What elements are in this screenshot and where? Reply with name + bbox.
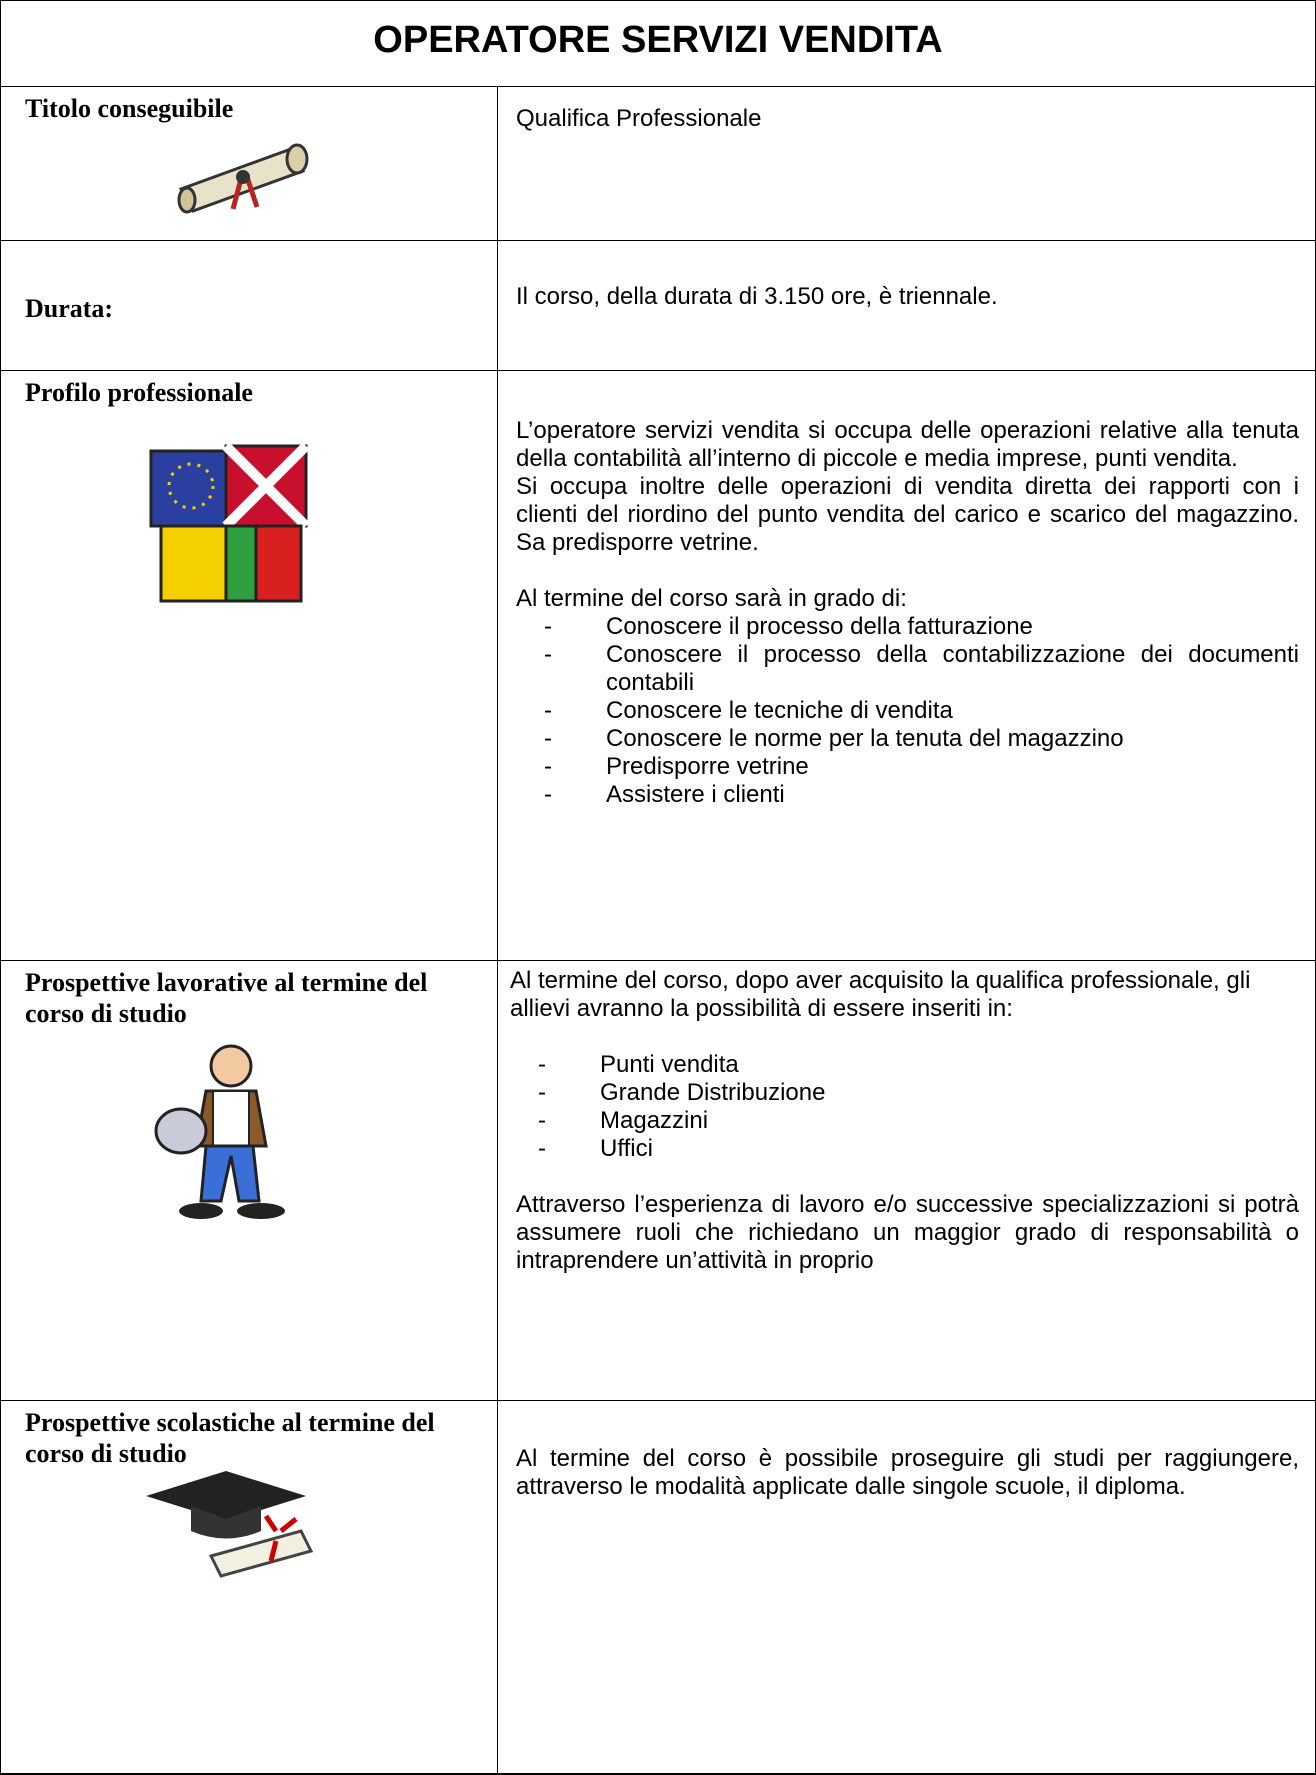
- list-item: Assistere i clienti: [544, 781, 1299, 809]
- row-content-cell: Al termine del corso è possibile prosegu…: [497, 1400, 1316, 1775]
- list-item: Conoscere le norme per la tenuta del mag…: [544, 725, 1299, 753]
- list-item: Magazzini: [538, 1107, 1299, 1135]
- row-label: Titolo conseguibile: [25, 94, 234, 123]
- row-label-cell: Durata:: [0, 240, 497, 370]
- bottom-border: [0, 1773, 1316, 1775]
- paragraph: Si occupa inoltre delle operazioni di ve…: [516, 473, 1299, 556]
- list-item: Conoscere il processo della contabilizza…: [544, 641, 1299, 697]
- row-label-cell: Prospettive scolastiche al termine del c…: [0, 1400, 497, 1775]
- list-item: Uffici: [538, 1135, 1299, 1163]
- list-item: Predisporre vetrine: [544, 753, 1299, 781]
- paragraph: Il corso, della durata di 3.150 ore, è t…: [516, 283, 998, 310]
- row-label-cell: Profilo professionale: [0, 370, 497, 960]
- icon: [141, 1461, 321, 1588]
- icon: [171, 129, 321, 226]
- row-content-cell: Al termine del corso, dopo aver acquisit…: [497, 960, 1316, 1400]
- icon: [151, 1036, 301, 1233]
- bullet-list: Conoscere il processo della fatturazione…: [516, 613, 1299, 809]
- row-label: Prospettive scolastiche al termine del c…: [25, 1408, 435, 1468]
- list-item: Punti vendita: [538, 1051, 1299, 1079]
- paragraph: Al termine del corso sarà in grado di:: [516, 585, 907, 612]
- list-item: Conoscere il processo della fatturazione: [544, 613, 1299, 641]
- paragraph: Al termine del corso, dopo aver acquisit…: [510, 967, 1251, 1022]
- list-item: Conoscere le tecniche di vendita: [544, 697, 1299, 725]
- row-label-cell: Prospettive lavorative al termine del co…: [0, 960, 497, 1400]
- list-item: Grande Distribuzione: [538, 1079, 1299, 1107]
- title: OPERATORE SERVIZI VENDITA: [0, 0, 1316, 86]
- row-label: Profilo professionale: [25, 378, 253, 407]
- row-label-cell: Titolo conseguibile: [0, 86, 497, 240]
- row-label: Prospettive lavorative al termine del co…: [25, 968, 428, 1028]
- paragraph: Qualifica Professionale: [516, 105, 762, 132]
- row-content-cell: L’operatore servizi vendita si occupa de…: [497, 370, 1316, 960]
- row-content-cell: Qualifica Professionale: [497, 86, 1316, 240]
- bullet-list: Punti venditaGrande DistribuzioneMagazzi…: [510, 1051, 1299, 1163]
- row-content-cell: Il corso, della durata di 3.150 ore, è t…: [497, 240, 1316, 370]
- paragraph: L’operatore servizi vendita si occupa de…: [516, 417, 1299, 472]
- row-label: Durata:: [25, 294, 114, 323]
- paragraph: Al termine del corso è possibile prosegu…: [516, 1445, 1299, 1500]
- paragraph: Attraverso l’esperienza di lavoro e/o su…: [516, 1191, 1299, 1274]
- icon: [131, 441, 321, 618]
